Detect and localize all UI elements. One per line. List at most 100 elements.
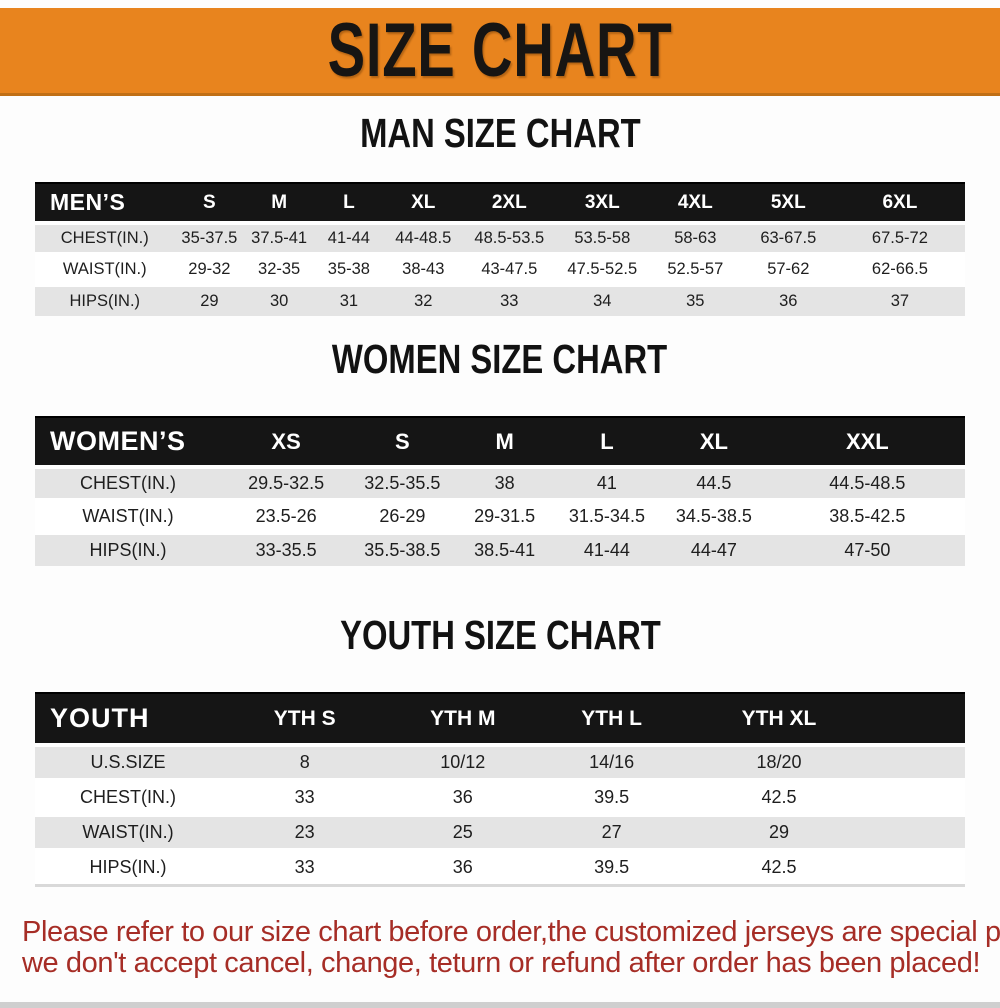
size-value: 36 <box>388 848 538 885</box>
table-row: HIPS(IN.) 33-35.5 35.5-38.5 38.5-41 41-44 44-… <box>35 531 965 566</box>
table-header-label: WOMEN’S <box>35 416 221 468</box>
order-policy-line2: we don't accept cancel, change, teturn o… <box>22 946 981 979</box>
size-value: 63-67.5 <box>741 221 835 254</box>
measure-label: CHEST(IN.) <box>35 465 221 500</box>
table-header-size <box>871 692 965 746</box>
measure-label: U.S.SIZE <box>35 743 221 780</box>
table-row: U.S.SIZE 8 10/12 14/16 18/20 <box>35 743 965 780</box>
table-row: WAIST(IN.) 23.5-26 26-29 29-31.5 31.5-34.5 34… <box>35 498 965 533</box>
size-value: 53.5-58 <box>555 221 649 254</box>
size-value: 42.5 <box>685 848 872 885</box>
size-value: 44.5 <box>658 465 770 500</box>
size-value: 52.5-57 <box>648 252 742 285</box>
size-value: 10/12 <box>388 743 538 780</box>
table-header-row: YOUTH YTH S YTH M YTH L YTH XL <box>35 692 965 746</box>
table-header-size: XXL <box>769 416 965 468</box>
size-value: 38.5-42.5 <box>769 498 965 533</box>
order-policy-note: Please refer to our size chart before or… <box>0 915 1000 979</box>
size-value: 33-35.5 <box>221 531 352 566</box>
table-header-row: WOMEN’S XS S M L XL XXL <box>35 416 965 468</box>
size-value: 34 <box>555 283 649 316</box>
measure-label: WAIST(IN.) <box>35 813 221 850</box>
size-value: 38-43 <box>383 252 463 285</box>
size-value: 36 <box>388 778 538 815</box>
size-chart-banner: SIZE CHART <box>0 8 1000 96</box>
men-size-table: MEN’S S M L XL 2XL 3XL 4XL 5XL 6XL CHEST(IN.) 35-37… <box>35 182 965 316</box>
women-section-title-text: WOMEN SIZE CHART <box>332 336 668 382</box>
table-header-size: XS <box>221 416 352 468</box>
table-header-row: MEN’S S M L XL 2XL 3XL 4XL 5XL 6XL <box>35 182 965 224</box>
size-value: 29-32 <box>174 252 245 285</box>
size-value: 58-63 <box>648 221 742 254</box>
table-row: HIPS(IN.) 33 36 39.5 42.5 <box>35 848 965 885</box>
size-value: 41-44 <box>314 221 384 254</box>
size-value: 47-50 <box>769 531 965 566</box>
measure-label: WAIST(IN.) <box>35 252 175 285</box>
size-value: 57-62 <box>741 252 835 285</box>
table-header-label: MEN’S <box>35 182 175 224</box>
size-value: 47.5-52.5 <box>555 252 649 285</box>
size-value: 32-35 <box>244 252 314 285</box>
size-value: 29 <box>685 813 872 850</box>
size-value: 42.5 <box>685 778 872 815</box>
size-value: 48.5-53.5 <box>462 221 556 254</box>
size-value: 26-29 <box>351 498 454 533</box>
table-header-size: L <box>555 416 659 468</box>
table-header-size: YTH M <box>388 692 538 746</box>
youth-section-title-text: YOUTH SIZE CHART <box>339 612 661 658</box>
size-value: 33 <box>221 778 389 815</box>
size-value: 33 <box>221 848 389 885</box>
table-header-label: YOUTH <box>35 692 221 746</box>
size-value: 18/20 <box>685 743 872 780</box>
size-value: 27 <box>537 813 686 850</box>
table-header-size: M <box>244 182 314 224</box>
size-value: 38.5-41 <box>453 531 556 566</box>
size-value <box>871 743 965 780</box>
size-value: 34.5-38.5 <box>658 498 770 533</box>
size-value: 29 <box>174 283 245 316</box>
table-header-size: M <box>453 416 556 468</box>
size-value <box>871 778 965 815</box>
youth-section-title: YOUTH SIZE CHART <box>0 614 1000 666</box>
table-header-size: YTH XL <box>685 692 872 746</box>
size-value: 30 <box>244 283 314 316</box>
order-policy-line1: Please refer to our size chart before or… <box>22 915 1000 948</box>
size-value: 25 <box>388 813 538 850</box>
size-value: 44-48.5 <box>383 221 463 254</box>
table-row: HIPS(IN.) 29 30 31 32 33 34 35 36 37 <box>35 283 965 316</box>
size-value: 35 <box>648 283 742 316</box>
men-section-title-text: MAN SIZE CHART <box>359 110 641 156</box>
size-value: 35-38 <box>314 252 384 285</box>
table-header-size: YTH S <box>221 692 389 746</box>
size-value: 44.5-48.5 <box>769 465 965 500</box>
table-row: WAIST(IN.) 29-32 32-35 35-38 38-43 43-47.5 47.… <box>35 252 965 285</box>
size-value: 32 <box>383 283 463 316</box>
table-header-size: S <box>174 182 245 224</box>
size-value: 43-47.5 <box>462 252 556 285</box>
size-value: 23 <box>221 813 389 850</box>
size-value: 39.5 <box>537 778 686 815</box>
size-value: 14/16 <box>537 743 686 780</box>
size-value: 35-37.5 <box>174 221 245 254</box>
bottom-edge-strip <box>0 1002 1000 1008</box>
page-title: SIZE CHART <box>327 7 673 93</box>
size-value <box>871 813 965 850</box>
measure-label: HIPS(IN.) <box>35 531 221 566</box>
youth-size-table: YOUTH YTH S YTH M YTH L YTH XL U.S.SIZE 8 10/12… <box>35 692 965 887</box>
table-row: CHEST(IN.) 35-37.5 37.5-41 41-44 44-48.5 48.5… <box>35 221 965 254</box>
table-header-size: 6XL <box>834 182 965 224</box>
measure-label: HIPS(IN.) <box>35 283 175 316</box>
size-value: 67.5-72 <box>834 221 965 254</box>
size-value: 37.5-41 <box>244 221 314 254</box>
table-header-size: XL <box>383 182 463 224</box>
size-value: 33 <box>462 283 556 316</box>
size-value: 29.5-32.5 <box>221 465 352 500</box>
size-value: 38 <box>453 465 556 500</box>
men-section-title: MAN SIZE CHART <box>0 112 1000 164</box>
measure-label: CHEST(IN.) <box>35 221 175 254</box>
table-row: WAIST(IN.) 23 25 27 29 <box>35 813 965 850</box>
table-header-size: 2XL <box>462 182 556 224</box>
size-value: 29-31.5 <box>453 498 556 533</box>
size-value: 44-47 <box>658 531 770 566</box>
table-header-size: S <box>351 416 454 468</box>
